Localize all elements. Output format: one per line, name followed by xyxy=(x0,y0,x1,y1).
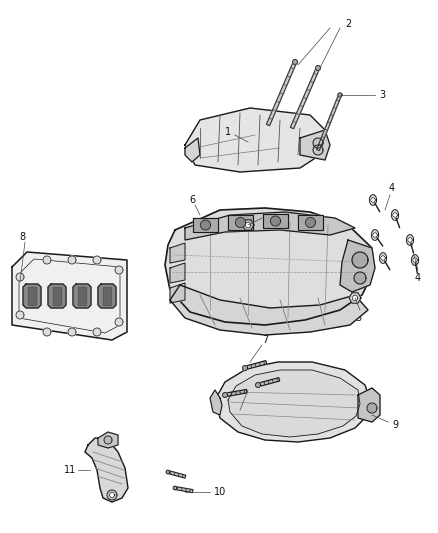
Polygon shape xyxy=(373,233,377,237)
Polygon shape xyxy=(93,328,101,336)
Text: 5: 5 xyxy=(265,210,271,220)
Text: 5: 5 xyxy=(355,313,361,323)
Polygon shape xyxy=(392,209,399,220)
Polygon shape xyxy=(170,285,368,335)
Polygon shape xyxy=(185,212,355,240)
Polygon shape xyxy=(306,217,315,228)
Text: 11: 11 xyxy=(64,465,76,475)
Polygon shape xyxy=(16,311,24,319)
Text: 10: 10 xyxy=(214,487,226,497)
Polygon shape xyxy=(367,403,377,413)
Polygon shape xyxy=(371,198,375,202)
Polygon shape xyxy=(185,138,200,162)
Polygon shape xyxy=(290,67,320,128)
Polygon shape xyxy=(298,215,323,230)
Polygon shape xyxy=(68,256,76,264)
Polygon shape xyxy=(243,366,247,370)
Polygon shape xyxy=(12,252,127,340)
Polygon shape xyxy=(103,287,111,305)
Polygon shape xyxy=(98,432,118,448)
Polygon shape xyxy=(173,486,177,490)
Polygon shape xyxy=(165,208,372,325)
Polygon shape xyxy=(244,361,267,370)
Polygon shape xyxy=(349,293,361,303)
Polygon shape xyxy=(393,213,397,217)
Text: 4: 4 xyxy=(415,273,421,283)
Polygon shape xyxy=(48,284,66,308)
Polygon shape xyxy=(340,240,375,292)
Text: 3: 3 xyxy=(379,90,385,100)
Polygon shape xyxy=(115,318,123,326)
Text: 8: 8 xyxy=(19,232,25,242)
Polygon shape xyxy=(170,263,185,283)
Polygon shape xyxy=(315,66,321,70)
Polygon shape xyxy=(43,256,51,264)
Polygon shape xyxy=(411,255,419,265)
Polygon shape xyxy=(110,492,114,497)
Polygon shape xyxy=(168,471,186,478)
Polygon shape xyxy=(16,273,24,281)
Polygon shape xyxy=(245,222,251,228)
Text: 7: 7 xyxy=(232,412,238,422)
Polygon shape xyxy=(210,390,222,415)
Polygon shape xyxy=(300,130,330,160)
Text: 9: 9 xyxy=(392,420,398,430)
Polygon shape xyxy=(175,487,193,492)
Text: 1: 1 xyxy=(225,127,231,137)
Polygon shape xyxy=(115,266,123,274)
Polygon shape xyxy=(313,145,323,155)
Polygon shape xyxy=(185,108,325,172)
Polygon shape xyxy=(93,256,101,264)
Polygon shape xyxy=(19,259,120,333)
Polygon shape xyxy=(28,287,36,305)
Polygon shape xyxy=(225,390,247,397)
Polygon shape xyxy=(317,94,341,150)
Polygon shape xyxy=(166,470,170,474)
Text: 2: 2 xyxy=(345,19,351,29)
Polygon shape xyxy=(408,238,412,243)
Polygon shape xyxy=(68,328,76,336)
Polygon shape xyxy=(170,243,185,263)
Polygon shape xyxy=(228,370,360,437)
Polygon shape xyxy=(381,256,385,260)
Polygon shape xyxy=(193,218,218,232)
Polygon shape xyxy=(228,215,253,230)
Polygon shape xyxy=(107,490,117,500)
Text: 6: 6 xyxy=(189,195,195,205)
Polygon shape xyxy=(338,93,342,97)
Polygon shape xyxy=(266,61,297,126)
Polygon shape xyxy=(313,138,323,148)
Polygon shape xyxy=(170,283,185,303)
Polygon shape xyxy=(98,284,116,308)
Polygon shape xyxy=(258,377,280,386)
Polygon shape xyxy=(242,220,254,230)
Polygon shape xyxy=(104,436,112,444)
Polygon shape xyxy=(215,362,370,442)
Polygon shape xyxy=(413,258,417,262)
Polygon shape xyxy=(352,295,358,301)
Polygon shape xyxy=(43,328,51,336)
Polygon shape xyxy=(406,235,413,245)
Polygon shape xyxy=(379,253,387,263)
Polygon shape xyxy=(358,388,380,422)
Polygon shape xyxy=(223,392,227,398)
Polygon shape xyxy=(271,216,280,226)
Polygon shape xyxy=(263,214,288,228)
Polygon shape xyxy=(53,287,61,305)
Polygon shape xyxy=(85,438,128,502)
Polygon shape xyxy=(23,284,41,308)
Text: 4: 4 xyxy=(389,183,395,193)
Polygon shape xyxy=(352,252,368,268)
Polygon shape xyxy=(236,217,246,228)
Text: 7: 7 xyxy=(262,335,268,345)
Polygon shape xyxy=(293,60,297,64)
Polygon shape xyxy=(255,383,261,387)
Polygon shape xyxy=(369,195,377,205)
Polygon shape xyxy=(73,284,91,308)
Polygon shape xyxy=(201,220,211,230)
Polygon shape xyxy=(78,287,86,305)
Polygon shape xyxy=(354,272,366,284)
Polygon shape xyxy=(371,230,378,240)
